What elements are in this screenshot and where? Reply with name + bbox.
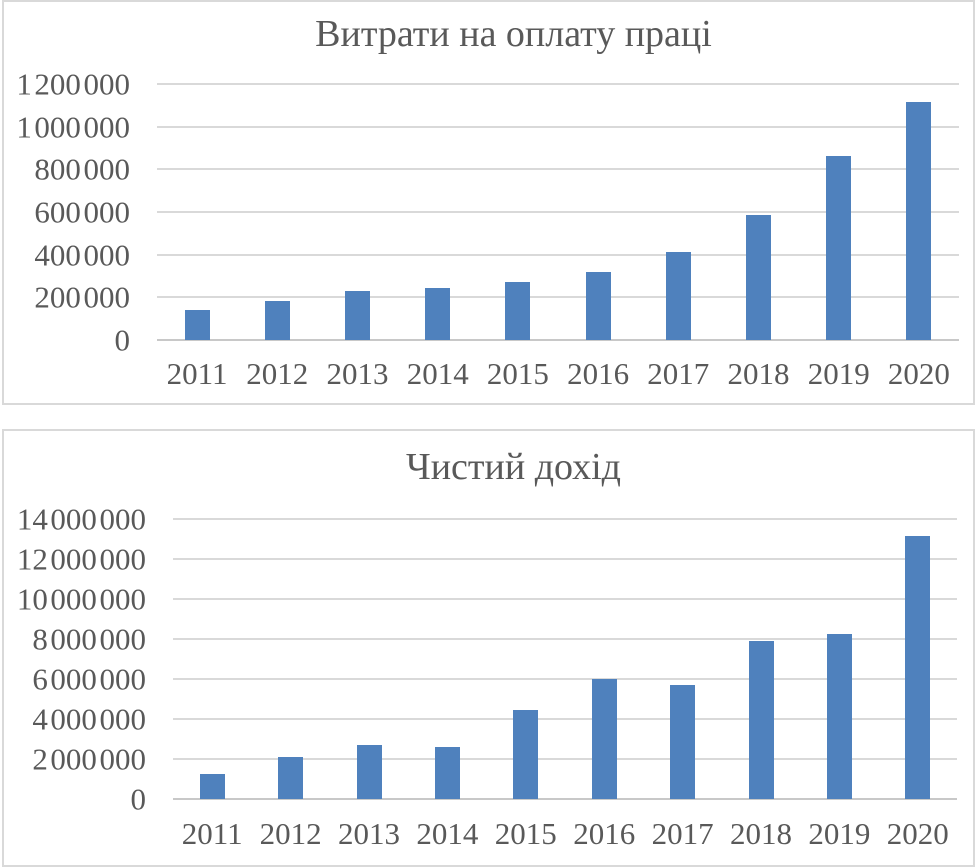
gridline <box>173 718 957 720</box>
gridline <box>157 168 959 171</box>
bar-2020 <box>905 535 931 799</box>
bar-2019 <box>826 633 852 799</box>
gridline <box>173 638 957 640</box>
x-tick-label: 2015 <box>494 816 557 851</box>
bar-2012 <box>278 756 304 799</box>
x-tick-label: 2013 <box>338 816 400 851</box>
y-tick-label: 6 000 000 <box>32 661 146 697</box>
y-tick-label: 400 000 <box>34 237 130 273</box>
bar-2018 <box>748 640 774 799</box>
bar-2012 <box>264 301 290 340</box>
net-income-chart: Чистий дохід 0 2 000 000 4 000 000 6 000 00… <box>2 429 975 867</box>
x-tick-label: 2011 <box>166 356 228 391</box>
x-tick-label: 2015 <box>486 356 549 391</box>
y-tick-label: 0 <box>130 781 147 817</box>
y-tick-label: 800 000 <box>34 151 130 187</box>
x-tick-label: 2020 <box>887 356 950 391</box>
x-axis-line <box>157 339 959 341</box>
plot-area <box>173 518 957 800</box>
chart-title: Чистий дохід <box>406 446 621 488</box>
gridline <box>157 296 959 299</box>
y-tick-label: 8 000 000 <box>32 621 146 657</box>
bar-2016 <box>591 679 617 799</box>
x-tick-label: 2013 <box>326 356 389 391</box>
plot-area <box>157 83 959 341</box>
bar-2018 <box>746 215 771 340</box>
x-tick-label: 2018 <box>730 816 792 851</box>
y-tick-label: 2 000 000 <box>32 741 146 777</box>
y-tick-label: 4 000 000 <box>32 701 146 737</box>
x-tick-label: 2012 <box>246 356 309 391</box>
y-axis-labels: 0 2 000 000 4 000 000 6 000 000 8 000 000 10 … <box>4 504 146 815</box>
x-axis-line <box>173 798 957 800</box>
x-tick-label: 2019 <box>808 816 871 851</box>
bar-2014 <box>434 747 460 799</box>
x-tick-label: 2014 <box>416 816 479 851</box>
y-tick-label: 14 000 000 <box>16 501 146 537</box>
y-axis-labels: 0 200 000 400 000 600 000 800 000 1 000 000 1 … <box>4 69 130 356</box>
bar-2011 <box>184 309 210 340</box>
y-tick-label: 0 <box>114 322 131 358</box>
x-tick-label: 2016 <box>567 356 630 391</box>
labor-costs-chart: Витрати на оплату праці 0 200 000 400 000 6… <box>2 0 975 405</box>
x-tick-label: 2017 <box>651 816 714 851</box>
x-tick-label: 2020 <box>886 816 949 851</box>
x-tick-label: 2016 <box>573 816 636 851</box>
bar-2011 <box>199 773 225 799</box>
x-tick-label: 2019 <box>807 356 870 391</box>
x-tick-label: 2014 <box>406 356 469 391</box>
y-tick-label: 1 000 000 <box>16 109 130 145</box>
bar-2019 <box>826 155 852 340</box>
x-tick-label: 2018 <box>727 356 790 391</box>
bar-2015 <box>513 710 539 799</box>
x-tick-label: 2012 <box>259 816 322 851</box>
bar-2016 <box>585 271 611 340</box>
bar-2015 <box>505 282 531 340</box>
x-tick-label: 2011 <box>181 816 243 851</box>
bar-2013 <box>356 745 382 799</box>
y-tick-label: 10 000 000 <box>16 581 146 617</box>
bar-2020 <box>906 102 932 340</box>
x-axis-labels: 2011 2012 2013 2014 2015 2016 2017 2018 2019 2020 <box>173 815 957 857</box>
bar-2013 <box>345 291 370 340</box>
x-axis-labels: 2011 2012 2013 2014 2015 2016 2017 2018 2019 2020 <box>157 355 959 397</box>
y-tick-label: 200 000 <box>34 279 130 315</box>
gridline <box>173 758 957 760</box>
gridline <box>173 518 957 520</box>
x-tick-label: 2017 <box>647 356 710 391</box>
y-tick-label: 600 000 <box>34 194 130 230</box>
gridline <box>157 211 959 213</box>
bar-2014 <box>425 288 451 340</box>
gridline <box>173 597 957 600</box>
gridline <box>157 253 959 256</box>
y-tick-label: 12 000 000 <box>16 541 146 577</box>
gridline <box>157 125 959 128</box>
gridline <box>173 677 957 680</box>
gridline <box>157 83 959 85</box>
bar-2017 <box>670 685 696 799</box>
y-tick-label: 1 200 000 <box>16 66 130 102</box>
chart-title: Витрати на оплату праці <box>315 13 712 55</box>
gridline <box>173 557 957 560</box>
bar-2017 <box>665 252 691 340</box>
